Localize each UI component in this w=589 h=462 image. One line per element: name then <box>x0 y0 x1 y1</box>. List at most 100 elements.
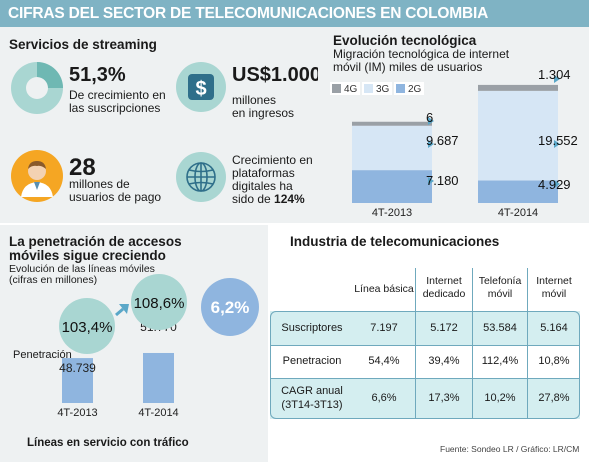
platforms-line-2: plataformas <box>232 166 295 180</box>
platforms-line-4: sido de 124% <box>232 193 305 206</box>
arrow-marker-3g-4t-2013 <box>428 140 434 148</box>
bar-4g-4t-2014 <box>478 84 558 91</box>
legend-swatch-2g <box>396 84 405 93</box>
users-label-1: millones de <box>69 177 130 191</box>
row-label-cagr: CAGR anual <box>281 385 343 397</box>
table-cell: 39,4% <box>428 355 460 367</box>
arrow-marker-2g-4t-2014 <box>554 180 560 188</box>
users-label-2: usuarios de pago <box>69 190 162 204</box>
tech-subtitle-1: Migración tecnológica de internet <box>333 47 510 61</box>
source-note: Fuente: Sondeo LR / Gráfico: LR/CM <box>440 444 580 454</box>
bar-lines-4t-2013 <box>62 358 93 403</box>
mobile-subtitle-1: Evolución de las líneas móviles <box>9 263 155 275</box>
data-label-2g-4t-2014: 4.929 <box>538 177 571 192</box>
legend-label-4g: 4G <box>344 84 358 95</box>
users-value: 28 <box>69 154 96 181</box>
tick-label-4t-2014: 4T-2014 <box>138 407 178 419</box>
dollar-icon: $ <box>176 62 226 112</box>
data-label-4g-4t-2014: 1.304 <box>538 67 571 82</box>
tech-title: Evolución tecnológica <box>333 33 477 48</box>
table-cell: 7.197 <box>370 322 398 334</box>
bar-4g-4t-2013 <box>352 121 432 126</box>
growth-arrow-line <box>115 307 124 317</box>
data-label-lines-4t-2013: 48.739 <box>59 361 96 375</box>
tech-subtitle-2: móvil (IM) miles de usuarios <box>333 60 483 74</box>
tick-label-4t-2013: 4T-2013 <box>372 207 412 219</box>
table-cell: 6,6% <box>371 392 397 404</box>
bar-2g-4t-2013 <box>352 170 432 203</box>
mobile-title-1: La penetración de accesos <box>9 234 182 249</box>
column-divider-3 <box>527 268 528 419</box>
revenue-label-2: en ingresos <box>232 106 295 120</box>
table-cell: 10,8% <box>538 355 570 367</box>
row-label-cagr-period: (3T14-3T13) <box>281 399 343 411</box>
data-label-3g-4t-2013: 9.687 <box>426 133 459 148</box>
column-header-internet-dedicado-2: dedicado <box>422 288 466 300</box>
table-frame <box>270 311 580 419</box>
growth-arrow-head-icon <box>119 304 129 314</box>
table-cell: 10,2% <box>484 392 516 404</box>
platforms-text: sido de <box>232 192 275 206</box>
bar-lines-4t-2014 <box>143 352 174 403</box>
donut-chart-icon <box>11 62 63 114</box>
platforms-value: 124% <box>274 192 305 206</box>
legend-label-3g: 3G <box>376 84 390 95</box>
table-cell: 27,8% <box>538 392 570 404</box>
bar-3g-4t-2014 <box>478 90 558 181</box>
platforms-line-1: Crecimiento en <box>232 153 313 167</box>
row-label-suscriptores: Suscriptores <box>281 322 343 334</box>
globe-icon <box>176 152 226 202</box>
tick-label-4t-2014: 4T-2014 <box>498 207 538 219</box>
arrow-marker-3g-4t-2014 <box>554 140 560 148</box>
revenue-value: US$1.000 <box>232 64 321 86</box>
table-cell: 5.164 <box>540 322 568 334</box>
penetration-bubble-4t-2013 <box>59 298 115 354</box>
penetration-label-4t-2014: 108,6% <box>134 295 185 312</box>
legend-label-2g: 2G <box>408 84 422 95</box>
mobile-panel <box>0 225 268 462</box>
mobile-title-2: móviles sigue creciendo <box>9 248 166 263</box>
tick-label-4t-2013: 4T-2013 <box>57 407 97 419</box>
column-header-internet-dedicado-1: Internet <box>426 275 462 287</box>
row-shade-1 <box>270 311 580 345</box>
legend-swatch-3g <box>364 84 373 93</box>
arrow-marker-4g-4t-2014 <box>554 75 560 83</box>
penetration-label: Penetración <box>13 349 72 361</box>
table-cell: 53.584 <box>483 322 517 334</box>
growth-value: 51,3% <box>69 64 126 86</box>
column-header-telefonia-movil-2: móvil <box>487 288 513 300</box>
row-divider-2 <box>270 378 580 379</box>
svg-text:$: $ <box>195 78 206 100</box>
mobile-footer: Líneas en servicio con tráfico <box>27 437 189 449</box>
penetration-label-4t-2013: 103,4% <box>62 319 113 336</box>
row-divider-1 <box>270 345 580 346</box>
row-label-penetracion: Penetracion <box>282 355 342 367</box>
table-cell: 54,4% <box>368 355 400 367</box>
legend-swatch-4g <box>332 84 341 93</box>
table-cell: 112,4% <box>481 355 519 367</box>
page-title: CIFRAS DEL SECTOR DE TELECOMUNICACIONES … <box>8 5 489 22</box>
penetration-bubble-4t-2014 <box>131 274 187 330</box>
growth-label-1: De crecimiento en <box>69 88 166 102</box>
table-cell: 5.172 <box>430 322 458 334</box>
data-label-3g-4t-2014: 19.552 <box>538 133 578 148</box>
data-label-4g-4t-2013: 6 <box>426 110 433 125</box>
table-cell: 17,3% <box>428 392 460 404</box>
column-header-internet-movil-1: Internet <box>536 275 572 287</box>
industry-title: Industria de telecomunicaciones <box>290 234 500 249</box>
column-header-internet-movil-2: móvil <box>541 288 567 300</box>
revenue-label-1: millones <box>232 93 277 107</box>
bar-3g-4t-2013 <box>352 125 432 171</box>
growth-bubble <box>201 278 259 336</box>
mobile-subtitle-2: (cifras en millones) <box>9 274 98 286</box>
column-divider-2 <box>472 268 473 419</box>
data-label-2g-4t-2013: 7.180 <box>426 173 459 188</box>
arrow-marker-2g-4t-2013 <box>428 177 434 185</box>
growth-bubble-label: 6,2% <box>210 298 250 317</box>
column-header-linea-basica: Línea básica <box>354 283 414 295</box>
user-icon <box>11 150 63 202</box>
bar-2g-4t-2014 <box>478 180 558 203</box>
tech-chart: 4G 3G 2G 4T-2013 4T-2014 7.180 9.687 6 4.929 19.5… <box>330 67 578 219</box>
